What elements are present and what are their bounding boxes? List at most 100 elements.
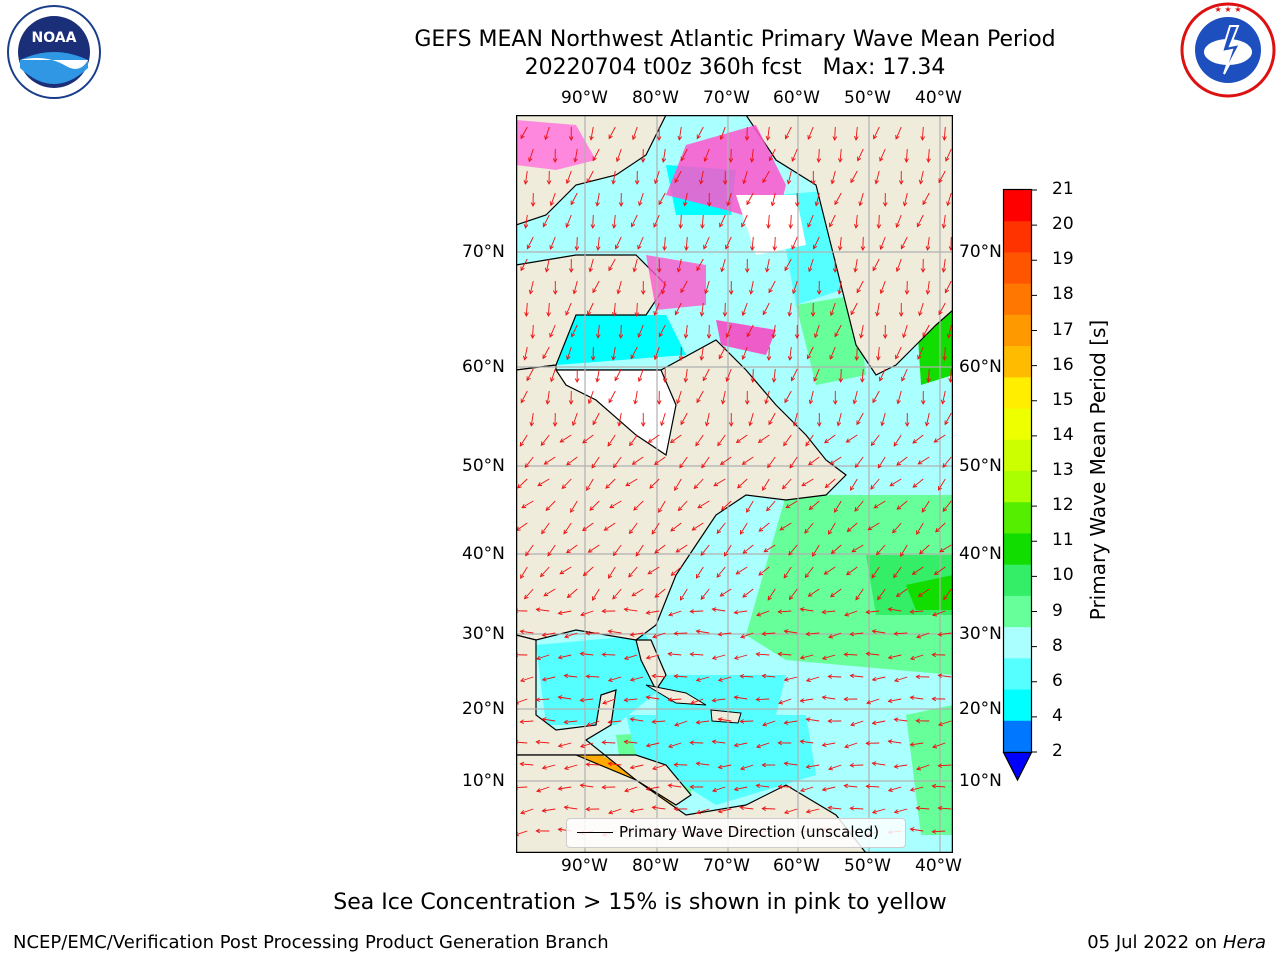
wave-arrow-head xyxy=(645,610,651,615)
wave-arrow xyxy=(592,588,600,601)
wave-arrow xyxy=(718,808,732,813)
wave-arrow-head xyxy=(586,486,591,492)
wave-arrow xyxy=(629,522,638,534)
wave-arrow-head xyxy=(766,506,771,512)
wave-arrow xyxy=(901,368,908,382)
wave-arrow xyxy=(676,390,682,404)
wave-arrow-head xyxy=(912,439,917,444)
colorbar-band xyxy=(1004,502,1031,534)
wave-arrow xyxy=(567,588,578,598)
wave-arrow xyxy=(789,456,798,469)
wave-arrow-head xyxy=(691,526,697,531)
wave-arrow-head xyxy=(741,311,746,317)
wave-arrow xyxy=(700,588,710,600)
wave-arrow xyxy=(696,390,704,403)
wave-arrow-head xyxy=(680,288,685,294)
wave-arrow xyxy=(785,126,792,139)
wave-arrow xyxy=(613,214,616,228)
wave-arrow-head xyxy=(662,246,667,251)
wave-arrow xyxy=(564,806,578,810)
wave-arrow xyxy=(857,148,864,161)
wave-arrow xyxy=(850,720,864,726)
wave-arrow xyxy=(526,236,534,249)
wave-arrow-head xyxy=(804,529,809,534)
wave-arrow xyxy=(742,346,748,360)
wave-arrow xyxy=(927,368,930,383)
wave-arrow-head xyxy=(937,632,943,637)
wave-arrow-head xyxy=(624,787,629,793)
wave-arrow-head xyxy=(673,762,679,768)
wave-arrow-head xyxy=(680,420,685,426)
wave-arrow xyxy=(678,500,688,511)
wave-arrow xyxy=(674,675,688,678)
wave-arrow xyxy=(526,368,534,381)
wave-arrow-head xyxy=(541,808,547,813)
wave-arrow-head xyxy=(651,805,657,810)
wave-arrow-head xyxy=(520,398,525,404)
wave-arrow-head xyxy=(887,654,893,660)
wave-arrow xyxy=(661,280,666,294)
wave-arrow xyxy=(830,302,836,316)
wave-arrow xyxy=(706,412,710,426)
wave-arrow-head xyxy=(629,441,634,447)
wave-arrow xyxy=(873,500,886,509)
wave-arrow-head xyxy=(592,420,597,426)
wave-arrow-head xyxy=(787,356,793,361)
wave-arrow xyxy=(926,412,930,426)
wave-arrow-head xyxy=(916,766,922,771)
wave-arrow-head xyxy=(557,786,563,791)
colorbar-tick-label: 17 xyxy=(1052,319,1074,340)
wave-arrow xyxy=(935,522,946,533)
wave-arrow-head xyxy=(716,529,722,534)
wave-arrow-head xyxy=(853,224,859,229)
wave-arrow-head xyxy=(563,673,569,679)
wave-arrow xyxy=(767,456,776,468)
wave-arrow xyxy=(590,126,594,140)
wave-arrow xyxy=(888,608,902,612)
wave-arrow-head xyxy=(735,438,741,444)
wave-arrow xyxy=(784,720,798,724)
wave-arrow-head xyxy=(540,441,546,447)
wave-arrow-head xyxy=(519,719,525,725)
wave-arrow-head xyxy=(586,722,592,727)
wave-arrow-head xyxy=(812,552,817,557)
wave-arrow xyxy=(592,214,594,229)
colorbar-under-triangle xyxy=(1002,751,1033,782)
wave-arrow-head xyxy=(524,463,530,469)
wave-arrow xyxy=(632,456,644,465)
wave-arrow xyxy=(716,522,726,534)
wave-arrow xyxy=(558,610,572,614)
colorbar-tick-label: 10 xyxy=(1052,565,1074,586)
wave-arrow xyxy=(809,500,820,510)
wave-arrow xyxy=(808,456,820,466)
wave-arrow xyxy=(631,588,644,597)
wave-arrow-head xyxy=(721,505,726,511)
wave-arrow-head xyxy=(870,441,876,447)
wave-arrow xyxy=(617,280,622,294)
wave-arrow-head xyxy=(570,332,576,338)
wave-arrow-head xyxy=(762,178,767,184)
wave-arrow xyxy=(888,698,902,702)
wave-arrow xyxy=(521,500,534,508)
wave-arrow-head xyxy=(933,570,939,576)
wave-arrow xyxy=(720,456,732,465)
wave-arrow xyxy=(613,302,616,316)
lat-label-left: 70°N xyxy=(462,242,505,262)
wave-arrow-head xyxy=(836,421,842,427)
wave-arrow xyxy=(844,785,858,788)
wave-arrow-head xyxy=(535,739,541,745)
wave-arrow xyxy=(938,807,952,810)
wave-arrow xyxy=(589,258,594,272)
colorbar-band xyxy=(1004,533,1031,566)
wave-arrow-head xyxy=(790,376,796,382)
wave-arrow xyxy=(520,566,528,579)
wave-arrow-head xyxy=(765,267,770,273)
wave-arrow-head xyxy=(810,312,816,317)
wave-arrow xyxy=(740,522,748,535)
wave-arrow-head xyxy=(701,463,706,469)
wave-arrow-head xyxy=(670,527,675,532)
wave-arrow xyxy=(877,346,880,360)
wave-arrow xyxy=(690,610,704,612)
wave-arrow xyxy=(947,192,952,206)
period-field-east xyxy=(906,705,953,835)
